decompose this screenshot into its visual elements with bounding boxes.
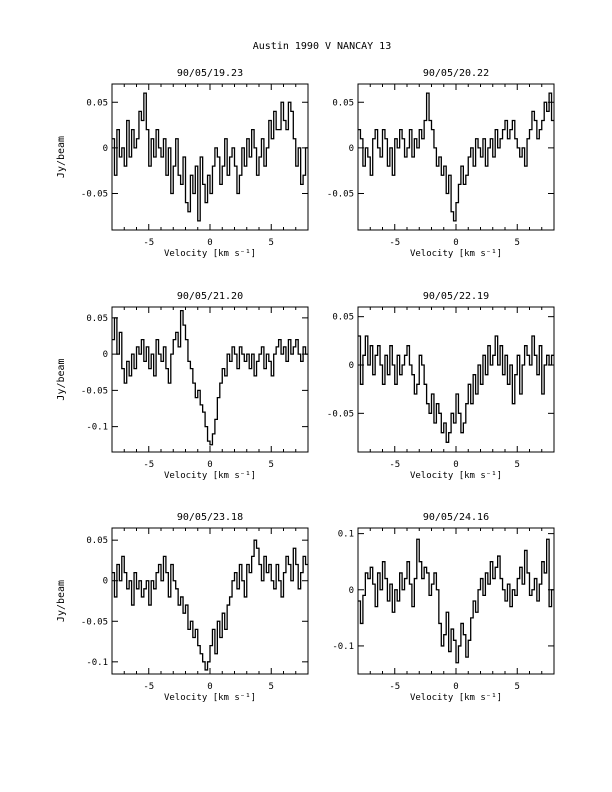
spectrum-line — [358, 335, 554, 443]
y-tick-label: 0 — [103, 577, 108, 587]
x-axis-label: Velocity [km s⁻¹] — [410, 693, 502, 703]
spectrum-line — [112, 539, 308, 671]
y-tick-label: -0.1 — [332, 642, 354, 652]
x-tick-label: 5 — [515, 682, 520, 692]
y-tick-label: -0.05 — [81, 190, 108, 200]
plot-frame — [111, 83, 309, 231]
y-tick-label: -0.05 — [327, 409, 354, 419]
panel-title: 90/05/22.19 — [423, 291, 489, 302]
y-tick-label: -0.05 — [81, 617, 108, 627]
panel-title: 90/05/19.23 — [177, 68, 243, 79]
x-tick-label: 5 — [269, 238, 274, 248]
x-tick-label: 5 — [269, 460, 274, 470]
y-tick-label: 0.05 — [86, 314, 108, 324]
x-tick-label: 0 — [207, 238, 212, 248]
plot-frame — [357, 306, 555, 453]
x-axis-label: Velocity [km s⁻¹] — [164, 249, 256, 259]
y-tick-label: 0.05 — [332, 313, 354, 323]
x-tick-label: 0 — [453, 238, 458, 248]
spectrum-line — [112, 309, 308, 446]
x-tick-label: 0 — [207, 682, 212, 692]
y-tick-label: 0 — [349, 586, 354, 596]
panel-title: 90/05/24.16 — [423, 512, 489, 523]
y-tick-label: -0.1 — [86, 423, 108, 433]
spectrum-panel-4: 90/05/22.19 -5 0 5 0.05 0 -0.05 Velocity [km s⁻… — [327, 291, 555, 481]
x-tick-label: 5 — [515, 238, 520, 248]
x-tick-label: -5 — [389, 682, 400, 692]
y-tick-label: -0.05 — [81, 386, 108, 396]
spectrum-line — [358, 92, 554, 222]
x-axis-label: Velocity [km s⁻¹] — [164, 471, 256, 481]
y-axis-label: Jy/beam — [56, 580, 67, 622]
spectrum-panel-3: 90/05/21.20 -5 0 5 0.05 0 -0.05 -0.1 Velocity [k… — [56, 291, 309, 481]
x-axis-label: Velocity [km s⁻¹] — [164, 693, 256, 703]
x-tick-label: -5 — [389, 460, 400, 470]
spectrum-panel-5: 90/05/23.18 -5 0 5 0.05 0 -0.05 -0.1 Velocity [k… — [56, 512, 309, 703]
panel-title: 90/05/23.18 — [177, 512, 243, 523]
panel-title: 90/05/21.20 — [177, 291, 243, 302]
x-tick-label: -5 — [143, 238, 154, 248]
x-tick-label: 5 — [515, 460, 520, 470]
plot-frame — [111, 306, 309, 453]
x-axis-label: Velocity [km s⁻¹] — [410, 249, 502, 259]
y-tick-label: 0.05 — [86, 536, 108, 546]
y-tick-label: -0.1 — [86, 658, 108, 668]
y-tick-label: 0.05 — [332, 98, 354, 108]
spectrum-panel-1: 90/05/19.23 -5 0 5 0.05 0 -0.05 Velocity [km s⁻… — [56, 68, 309, 259]
x-tick-label: -5 — [143, 460, 154, 470]
y-tick-label: 0 — [349, 144, 354, 154]
spectrum-panel-2: 90/05/20.22 -5 0 5 0.05 0 -0.05 Velocity [km s⁻… — [327, 68, 555, 259]
y-axis-label: Jy/beam — [56, 136, 67, 178]
y-tick-label: 0 — [349, 361, 354, 371]
x-tick-label: 0 — [453, 682, 458, 692]
panel-title: 90/05/20.22 — [423, 68, 489, 79]
y-tick-label: 0 — [103, 144, 108, 154]
panel-grid: 90/05/19.23 -5 0 5 0.05 0 -0.05 Velocity [km s⁻… — [56, 68, 555, 703]
spectrum-panel-6: 90/05/24.16 -5 0 5 0.1 0 -0.1 Velocity [km s⁻¹] — [332, 512, 555, 703]
y-tick-label: 0.1 — [338, 530, 354, 540]
page-title: Austin 1990 V NANCAY 13 — [253, 41, 391, 52]
x-tick-label: 5 — [269, 682, 274, 692]
x-tick-label: 0 — [453, 460, 458, 470]
spectrum-line — [112, 92, 308, 222]
y-tick-label: 0.05 — [86, 98, 108, 108]
x-tick-label: -5 — [143, 682, 154, 692]
y-tick-label: 0 — [103, 350, 108, 360]
y-tick-label: -0.05 — [327, 190, 354, 200]
y-axis-label: Jy/beam — [56, 358, 67, 400]
x-axis-label: Velocity [km s⁻¹] — [410, 471, 502, 481]
x-tick-label: 0 — [207, 460, 212, 470]
spectrum-line — [358, 538, 554, 664]
x-tick-label: -5 — [389, 238, 400, 248]
